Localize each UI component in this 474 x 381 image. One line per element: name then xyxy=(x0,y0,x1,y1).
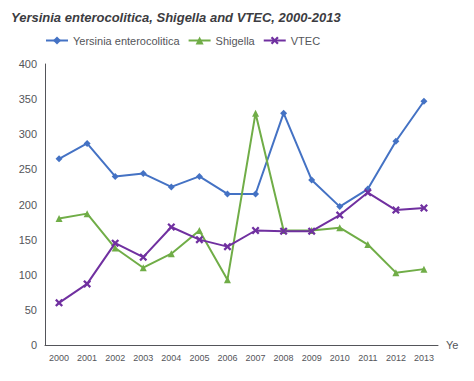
svg-text:2011: 2011 xyxy=(358,353,377,363)
svg-text:150: 150 xyxy=(19,234,37,246)
svg-text:2004: 2004 xyxy=(161,353,181,363)
svg-text:2007: 2007 xyxy=(246,353,266,363)
svg-text:0: 0 xyxy=(31,339,37,351)
svg-text:250: 250 xyxy=(19,163,37,175)
svg-text:2000: 2000 xyxy=(49,353,69,363)
svg-text:350: 350 xyxy=(19,93,37,105)
svg-text:2012: 2012 xyxy=(386,353,406,363)
svg-text:2010: 2010 xyxy=(330,353,350,363)
svg-text:400: 400 xyxy=(19,58,37,70)
svg-text:2013: 2013 xyxy=(414,353,434,363)
svg-text:Shigella: Shigella xyxy=(216,35,256,47)
svg-text:2006: 2006 xyxy=(217,353,237,363)
svg-text:2001: 2001 xyxy=(77,353,97,363)
svg-text:200: 200 xyxy=(19,199,37,211)
svg-text:2009: 2009 xyxy=(302,353,322,363)
svg-text:2003: 2003 xyxy=(133,353,153,363)
svg-text:50: 50 xyxy=(25,304,37,316)
svg-text:2005: 2005 xyxy=(189,353,209,363)
svg-text:2008: 2008 xyxy=(274,353,294,363)
svg-text:VTEC: VTEC xyxy=(291,35,320,47)
svg-text:2002: 2002 xyxy=(105,353,125,363)
svg-text:Ye: Ye xyxy=(446,339,458,351)
svg-text:Yersinia enterocolitica: Yersinia enterocolitica xyxy=(73,35,180,47)
svg-text:300: 300 xyxy=(19,128,37,140)
svg-text:100: 100 xyxy=(19,269,37,281)
svg-text:Yersinia enterocolitica, Shige: Yersinia enterocolitica, Shigella and VT… xyxy=(11,10,341,25)
